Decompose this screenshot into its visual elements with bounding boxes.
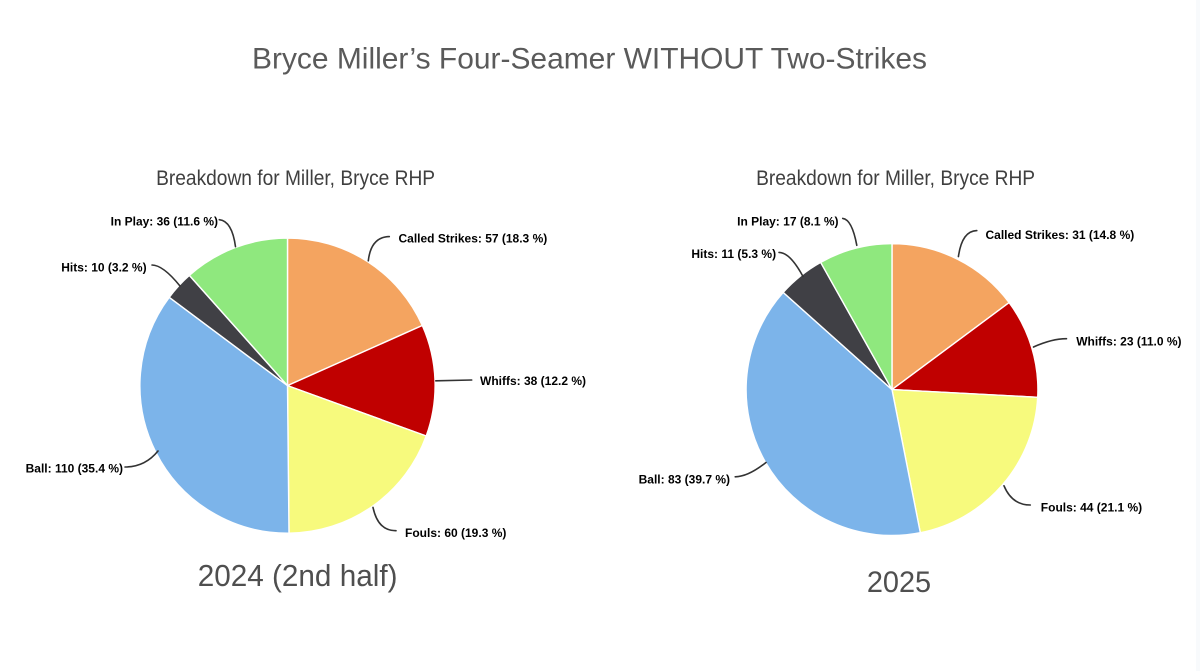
- svg-text:Ball: 110 (35.4 %): Ball: 110 (35.4 %): [26, 462, 123, 476]
- svg-text:Fouls: 60 (19.3 %): Fouls: 60 (19.3 %): [405, 526, 506, 540]
- svg-text:Whiffs: 23 (11.0 %): Whiffs: 23 (11.0 %): [1076, 335, 1181, 349]
- svg-text:Called Strikes: 31 (14.8 %): Called Strikes: 31 (14.8 %): [986, 228, 1135, 242]
- svg-text:2025: 2025: [867, 566, 931, 599]
- svg-text:Whiffs: 38 (12.2 %): Whiffs: 38 (12.2 %): [480, 374, 586, 388]
- svg-text:Ball: 83 (39.7 %): Ball: 83 (39.7 %): [639, 472, 730, 486]
- svg-text:Breakdown for Miller, Bryce RH: Breakdown for Miller, Bryce RHP: [756, 167, 1035, 190]
- svg-text:Bryce Miller’s Four-Seamer WIT: Bryce Miller’s Four-Seamer WITHOUT Two-S…: [252, 43, 927, 76]
- svg-text:Hits: 11 (5.3 %): Hits: 11 (5.3 %): [691, 247, 776, 261]
- svg-text:2024 (2nd half): 2024 (2nd half): [198, 558, 398, 593]
- svg-text:Fouls: 44 (21.1 %): Fouls: 44 (21.1 %): [1041, 501, 1142, 515]
- svg-text:Hits: 10 (3.2 %): Hits: 10 (3.2 %): [61, 261, 146, 275]
- svg-text:In Play: 36 (11.6 %): In Play: 36 (11.6 %): [111, 215, 218, 229]
- svg-text:In Play: 17 (8.1 %): In Play: 17 (8.1 %): [737, 214, 838, 228]
- svg-text:Called Strikes: 57 (18.3 %): Called Strikes: 57 (18.3 %): [399, 232, 548, 246]
- svg-text:Breakdown for Miller, Bryce RH: Breakdown for Miller, Bryce RHP: [156, 167, 435, 190]
